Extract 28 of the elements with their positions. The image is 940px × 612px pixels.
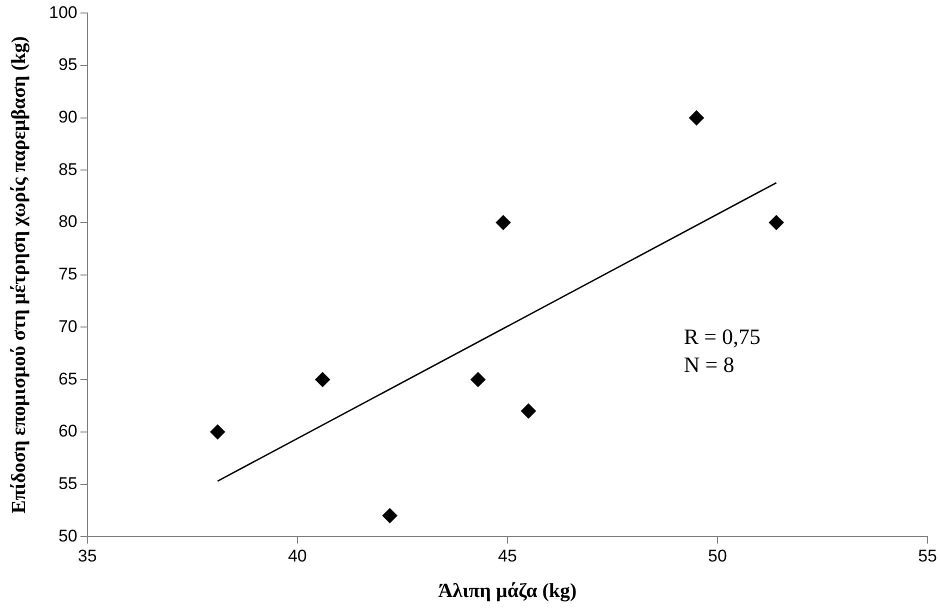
point — [382, 508, 398, 524]
y-tick-label: 85 — [58, 160, 78, 179]
y-tick-label: 100 — [48, 2, 78, 22]
point — [496, 215, 511, 230]
x-tick-label: 35 — [78, 546, 97, 566]
y-tick-label: 95 — [58, 55, 78, 74]
y-tick-label: 70 — [58, 316, 78, 336]
point — [470, 372, 486, 388]
annotation: R = 0,75 — [684, 324, 760, 350]
y-tick-label: 60 — [58, 422, 78, 441]
y-tick-label: 50 — [58, 526, 78, 546]
y-tick-label: 75 — [58, 264, 78, 284]
point — [210, 424, 226, 440]
point — [768, 215, 784, 230]
point — [315, 372, 330, 388]
x-axis-title: Άλιπη μάζα (kg) — [438, 580, 577, 602]
y-tick-label: 90 — [58, 108, 78, 127]
point — [520, 403, 536, 418]
x-tick-label: 50 — [708, 546, 727, 566]
y-axis-title: Επίδοση επομισμού στη μέτρηση χωρίς παρεμβαση (kg) — [8, 36, 30, 514]
x-tick-label: 55 — [918, 546, 938, 566]
x-tick-label: 45 — [498, 546, 517, 566]
y-tick-label: 55 — [58, 474, 78, 493]
point — [688, 110, 704, 126]
y-tick-label: 80 — [58, 212, 78, 232]
y-tick-label: 65 — [58, 369, 78, 388]
annotation: N = 8 — [684, 352, 734, 378]
x-tick-label: 40 — [288, 546, 307, 566]
